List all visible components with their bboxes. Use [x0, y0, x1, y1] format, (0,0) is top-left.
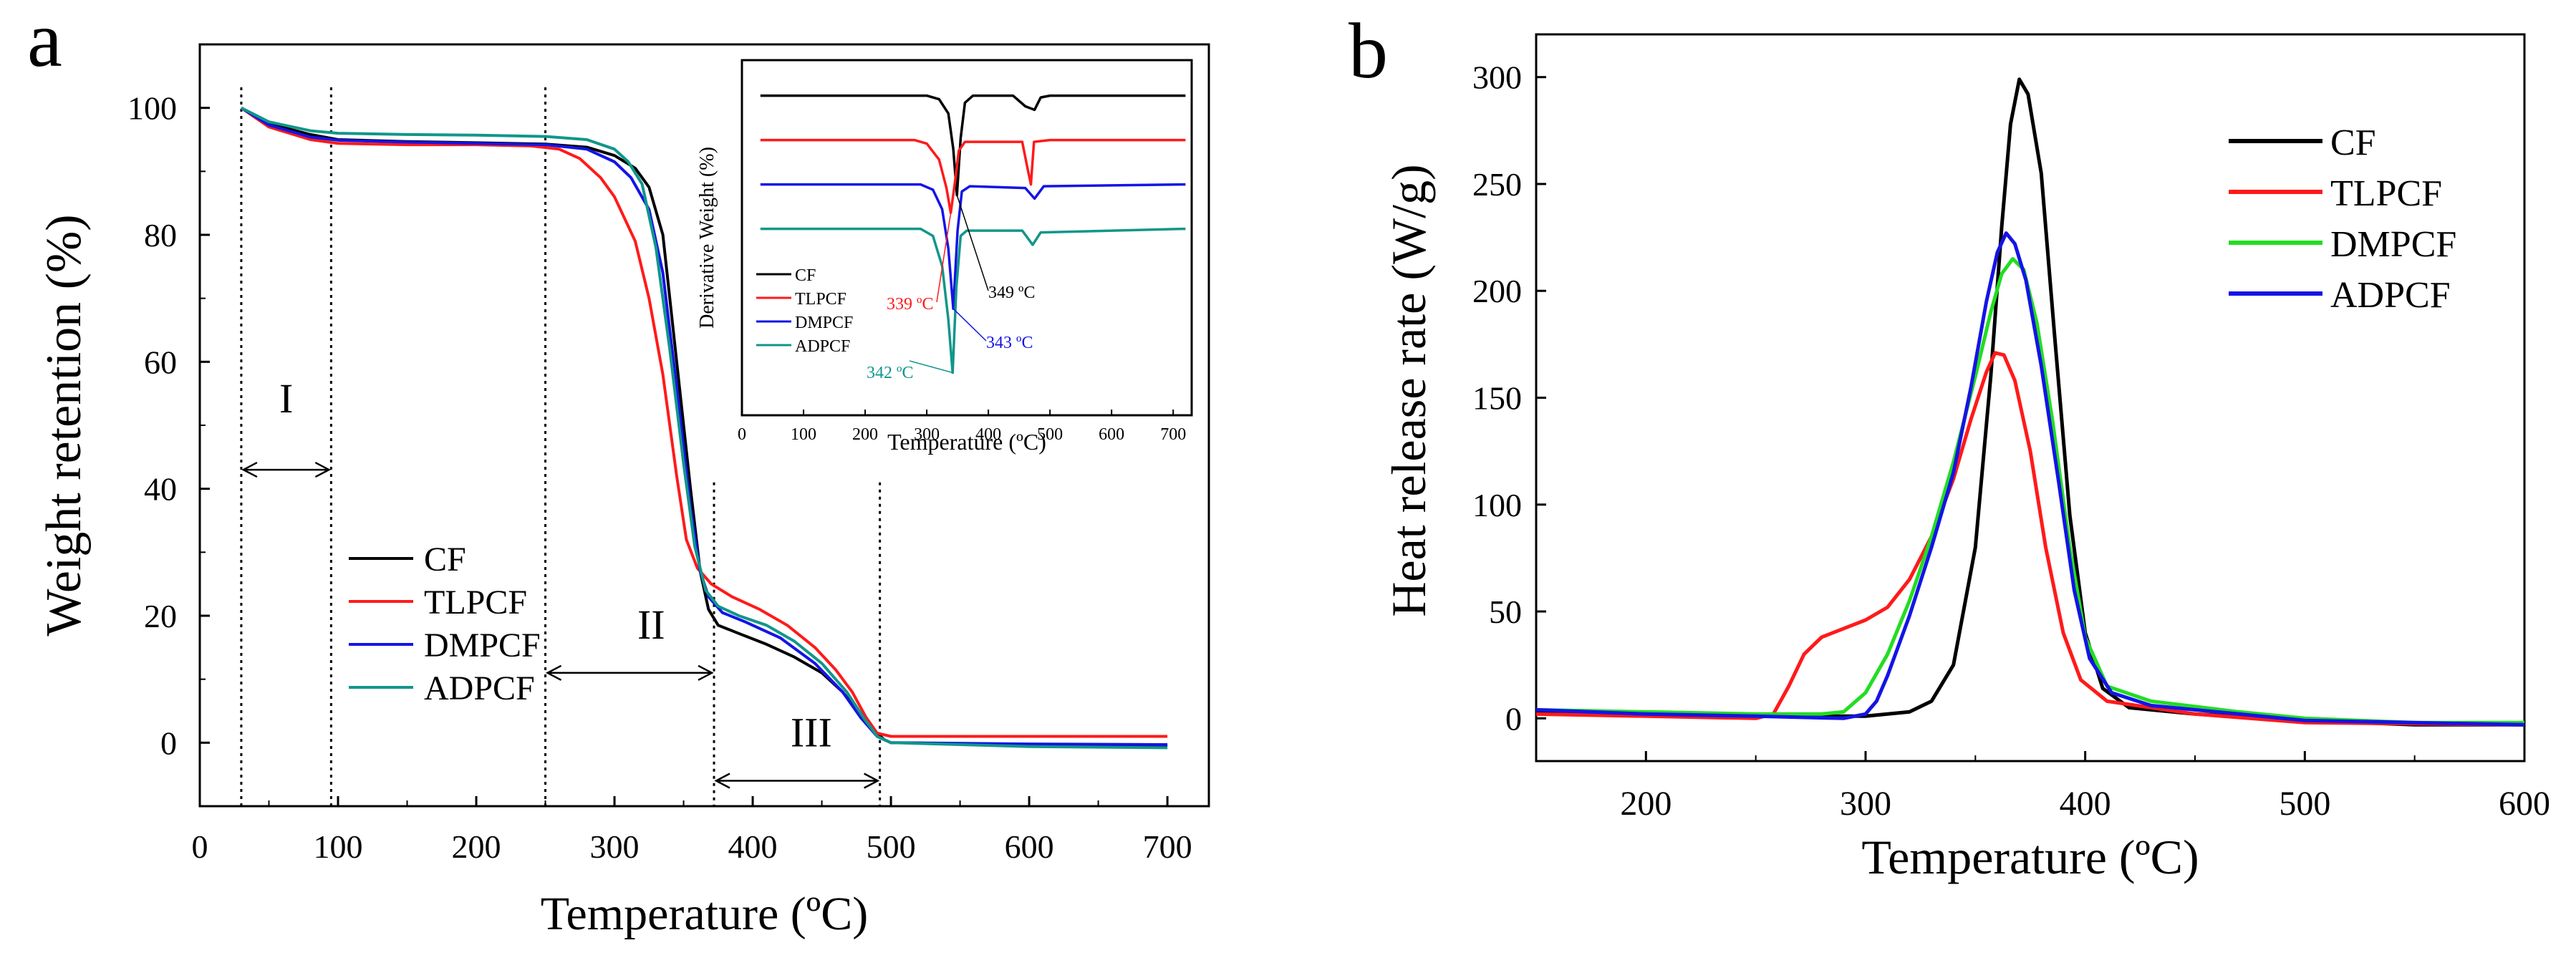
inset-x-tick-label: 500	[1037, 425, 1063, 444]
b-x-tick-label: 600	[2499, 785, 2550, 823]
inset-series-ADPCF	[760, 227, 1186, 374]
inset-y-axis-label: Derivative Weight (%)	[696, 147, 718, 329]
b-x-tick-label: 300	[1840, 785, 1891, 823]
b-x-tick-label: 200	[1620, 785, 1671, 823]
b-x-tick-label: 400	[2060, 785, 2111, 823]
inset-x-tick-label: 0	[738, 425, 746, 444]
panel-label-b: b	[1349, 7, 1388, 95]
series-DMPCF	[240, 106, 1168, 746]
inset-annotation-CF: 349 ºC	[988, 284, 1035, 302]
inset-series-DMPCF	[760, 183, 1186, 310]
x-tick-label: 500	[867, 828, 916, 865]
y-tick-label: 0	[160, 725, 177, 761]
inset-series-TLPCF	[760, 138, 1186, 215]
b-y-tick-label: 200	[1472, 273, 1522, 309]
inset-x-tick-label: 600	[1099, 425, 1124, 444]
b-y-tick-label: 50	[1489, 594, 1522, 630]
region-label: I	[279, 375, 293, 422]
inset-x-axis-label: Temperature (ºC)	[887, 429, 1046, 455]
b-legend-label-DMPCF: DMPCF	[2330, 224, 2456, 265]
b-y-tick-label: 150	[1472, 380, 1522, 417]
b-y-axis-label: Heat release rate (W/g)	[1381, 164, 1436, 616]
y-axis-label: Weight retention (%)	[37, 214, 92, 636]
x-tick-label: 100	[314, 828, 363, 865]
inset-legend-label-TLPCF: TLPCF	[795, 290, 846, 309]
region-label: II	[637, 601, 665, 648]
legend-label-CF: CF	[424, 541, 466, 579]
region-arrow-head	[698, 664, 714, 681]
x-tick-label: 400	[728, 828, 778, 865]
b-series-CF	[1535, 77, 2524, 727]
inset-series-CF	[760, 94, 1186, 197]
region-arrow-head	[314, 461, 332, 478]
inset-annotation-leader	[956, 195, 989, 291]
x-tick-label: 0	[192, 828, 208, 865]
y-tick-label: 80	[144, 217, 177, 253]
inset-annotation-leader	[936, 213, 952, 303]
inset-x-tick-label: 400	[975, 425, 1001, 444]
b-series-DMPCF	[1535, 257, 2524, 725]
b-series-ADPCF	[1535, 231, 2525, 727]
y-tick-label: 20	[144, 598, 177, 634]
y-tick-label: 60	[144, 344, 177, 380]
inset-legend-label-ADPCF: ADPCF	[795, 337, 850, 356]
series-TLPCF	[240, 107, 1168, 738]
inset-x-tick-label: 300	[914, 425, 940, 444]
b-legend-label-ADPCF: ADPCF	[2330, 275, 2451, 316]
inset-annotation-leader	[909, 360, 953, 374]
region-arrow-head	[714, 773, 730, 789]
y-tick-label: 100	[127, 90, 177, 127]
panel-label-a: a	[27, 0, 62, 83]
b-y-tick-label: 250	[1472, 166, 1522, 203]
legend-label-ADPCF: ADPCF	[424, 669, 535, 707]
b-x-tick-label: 500	[2279, 785, 2330, 823]
legend-label-TLPCF: TLPCF	[424, 584, 527, 621]
inset-annotation-TLPCF: 339 ºC	[887, 295, 933, 314]
x-tick-label: 300	[590, 828, 640, 865]
legend-label-DMPCF: DMPCF	[424, 626, 541, 664]
b-legend-label-CF: CF	[2330, 122, 2376, 163]
inset-annotation-ADPCF: 342 ºC	[867, 364, 913, 382]
b-series-TLPCF	[1535, 351, 2525, 727]
region-arrow-head	[545, 664, 562, 681]
chart-dtg-inset: 0 100 200 300 400 500 600 700 Temperature (ºC) De…	[696, 59, 1193, 455]
inset-x-tick-label: 200	[852, 425, 878, 444]
x-axis-label: Temperature (ºC)	[541, 888, 868, 940]
b-legend-label-TLPCF: TLPCF	[2330, 173, 2442, 214]
b-y-tick-label: 0	[1505, 700, 1522, 737]
y-tick-label: 40	[144, 471, 177, 508]
inset-x-tick-label: 700	[1160, 425, 1186, 444]
x-tick-label: 600	[1005, 828, 1054, 865]
region-arrow-head	[864, 773, 880, 789]
b-y-tick-label: 100	[1472, 487, 1522, 523]
region-arrow-head	[241, 461, 258, 478]
inset-legend-label-CF: CF	[795, 266, 816, 285]
b-y-tick-label: 300	[1472, 59, 1522, 96]
x-tick-label: 200	[452, 828, 501, 865]
inset-legend-label-DMPCF: DMPCF	[795, 314, 853, 332]
region-label: III	[791, 710, 832, 756]
plot-frame-b	[1535, 33, 2526, 763]
x-tick-label: 700	[1143, 828, 1192, 865]
inset-annotation-leader	[952, 308, 987, 342]
inset-annotation-DMPCF: 343 ºC	[986, 334, 1033, 352]
chart-tga: 0 100 200 300 400 500 600 700 0 20 40 60 80 100 Temper…	[37, 43, 1210, 940]
b-x-axis-label: Temperature (ºC)	[1861, 830, 2199, 884]
inset-frame	[741, 59, 1193, 417]
chart-hrr: 200 300 400 500 600 0 50 100 150 200 250 300 Tempera…	[1381, 33, 2550, 884]
inset-x-tick-label: 100	[791, 425, 816, 444]
series-ADPCF	[240, 106, 1168, 750]
